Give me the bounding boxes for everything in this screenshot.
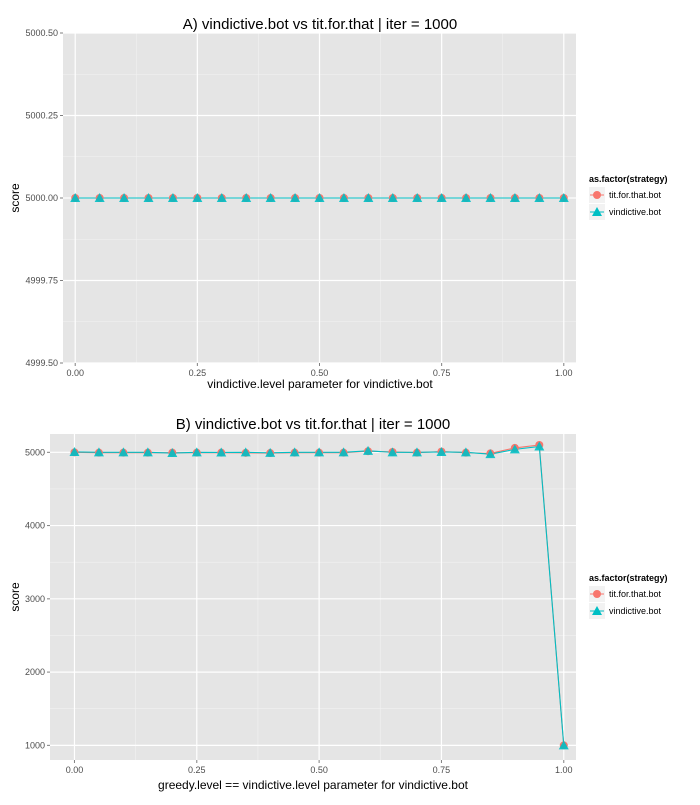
panel-b-legend-circle-marker [593,590,601,598]
panel-a-y-tick-label: 5000.25 [25,111,58,121]
panel-a-points [70,193,569,202]
panel-b-y-tick-label: 4000 [25,521,45,531]
panel-a: A) vindictive.bot vs tit.for.that | iter… [8,16,668,391]
panel-b-legend-triangle-marker [592,606,602,615]
panel-b-point-triangle [289,447,300,457]
panel-a-point-triangle [119,193,130,202]
panel-a-legend-triangle-marker [592,207,602,216]
panel-b-x-tick-label: 0.50 [310,765,328,775]
panel-b-points [69,440,569,750]
panel-b-point-triangle [240,447,251,457]
panel-a-legend-title: as.factor(strategy) [589,174,668,184]
panel-a-y-tick-label: 5000.00 [25,193,58,203]
panel-a-y-tick-label: 5000.50 [25,28,58,38]
panel-b-point-triangle [387,447,398,457]
panel-a-tick-labels: 0.00 0.25 0.50 0.75 1.00 4999.50 4999.75 5000.0… [25,28,572,378]
panel-a-y-axis-title: score [8,183,22,213]
panel-a-legend: as.factor(strategy) tit.for.that.bot vin… [589,174,668,220]
panel-b-point-triangle [216,447,227,457]
panel-a-point-triangle [338,193,349,202]
panel-b-point-triangle [338,447,349,457]
panel-b-y-axis-title: score [8,582,22,612]
panel-a-legend-label-1: tit.for.that.bot [609,190,662,200]
panel-a-y-tick-label: 4999.75 [25,276,58,286]
panel-b-x-tick-label: 0.00 [66,765,84,775]
panel-a-point-triangle [94,193,105,202]
panel-b-legend-label-1: tit.for.that.bot [609,589,662,599]
panel-a-point-triangle [461,193,472,202]
panel-a-x-axis-title: vindictive.level parameter for vindictiv… [207,377,433,391]
panel-a-point-triangle [290,193,301,202]
panel-a-point-triangle [436,193,447,202]
panel-b-x-tick-label: 0.75 [433,765,451,775]
panel-b-x-tick-label: 1.00 [555,765,573,775]
panel-b-point-triangle [485,449,496,459]
panel-a-point-triangle [314,193,325,202]
panel-b-point-triangle [142,447,153,457]
panel-b-x-axis-title: greedy.level == vindictive.level paramet… [158,778,469,792]
panel-a-point-triangle [412,193,423,202]
panel-b-point-triangle [69,446,80,456]
panel-b-legend-title: as.factor(strategy) [589,573,668,583]
panel-b-point-triangle [191,447,202,457]
panel-b-point-triangle [363,445,374,455]
panel-b-y-tick-label: 2000 [25,667,45,677]
panel-a-x-tick-label: 1.00 [555,368,573,378]
panel-b: B) vindictive.bot vs tit.for.that | iter… [8,416,668,792]
panel-b-point-triangle [314,447,325,457]
panel-b-point-triangle [436,446,447,456]
panel-a-point-triangle [534,193,545,202]
panel-b-point-triangle [534,441,545,451]
panel-a-point-triangle [509,193,520,202]
panel-a-y-tick-label: 4999.50 [25,358,58,368]
panel-b-point-triangle [509,444,520,454]
panel-b-point-triangle [93,447,104,457]
panel-a-x-tick-label: 0.75 [433,368,451,378]
panel-a-point-triangle [485,193,496,202]
panel-a-x-tick-label: 0.50 [311,368,329,378]
panel-a-point-triangle [167,193,178,202]
panel-a-point-triangle [143,193,154,202]
panel-a-point-triangle [216,193,227,202]
panel-b-plot-background [50,434,576,760]
panel-b-point-triangle [118,447,129,457]
panel-b-tick-labels: 0.00 0.25 0.50 0.75 1.00 1000 2000 3000 4000 5000 [25,447,573,775]
panel-a-point-triangle [192,193,203,202]
panel-a-point-triangle [363,193,374,202]
panel-b-y-tick-label: 3000 [25,594,45,604]
panel-b-y-tick-label: 5000 [25,447,45,457]
panel-a-x-tick-label: 0.25 [189,368,207,378]
panel-a-legend-circle-marker [593,191,601,199]
panel-a-point-triangle [387,193,398,202]
panel-b-point-triangle [460,447,471,457]
panel-b-point-triangle [265,447,276,457]
panel-a-x-tick-label: 0.00 [66,368,84,378]
panel-a-point-triangle [241,193,252,202]
panel-a-legend-label-2: vindictive.bot [609,207,662,217]
panel-b-x-tick-label: 0.25 [188,765,206,775]
panel-a-point-triangle [70,193,81,202]
panel-a-title: A) vindictive.bot vs tit.for.that | iter… [183,16,457,33]
panel-a-point-triangle [558,193,569,202]
panel-b-point-triangle [167,448,178,458]
panel-b-title: B) vindictive.bot vs tit.for.that | iter… [176,416,450,433]
panel-b-legend-label-2: vindictive.bot [609,606,662,616]
panel-b-point-triangle [558,740,569,750]
panel-b-y-tick-label: 1000 [25,740,45,750]
panel-b-point-triangle [411,447,422,457]
panel-a-point-triangle [265,193,276,202]
panel-b-legend: as.factor(strategy) tit.for.that.bot vin… [589,573,668,619]
